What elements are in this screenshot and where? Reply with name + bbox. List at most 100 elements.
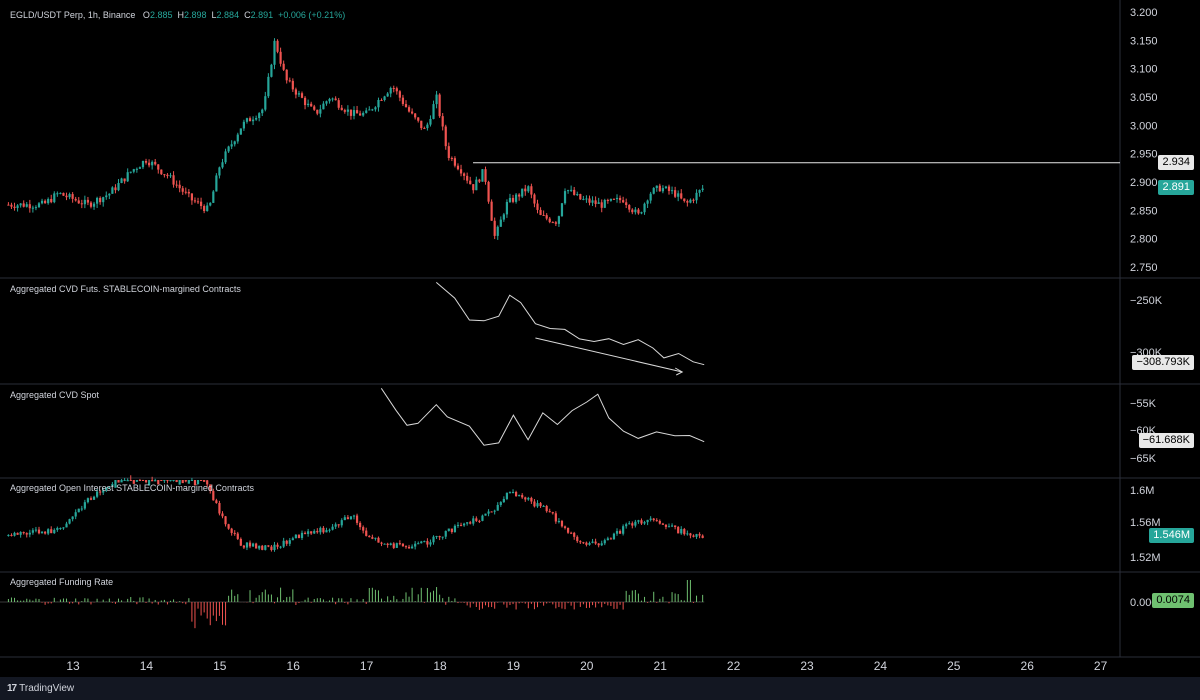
oi-body — [71, 516, 74, 520]
oi-body — [294, 534, 297, 539]
candle-body — [533, 194, 536, 204]
oi-body — [154, 480, 157, 482]
oi-body — [359, 522, 362, 528]
candle-body — [563, 191, 567, 204]
candle-body — [59, 192, 62, 194]
candle-body — [493, 220, 496, 236]
candle-body — [264, 96, 267, 110]
oi-body — [637, 520, 640, 522]
candle-body — [313, 106, 316, 110]
candle-body — [267, 76, 270, 97]
oi-body — [450, 528, 453, 533]
oi-body — [19, 532, 22, 535]
candle-body — [404, 104, 408, 108]
candle-body — [273, 40, 276, 65]
date-tick-label: 14 — [140, 659, 154, 673]
oi-body — [218, 502, 221, 514]
oi-body — [618, 531, 622, 534]
pane-title-cvd-spot[interactable]: Aggregated CVD Spot — [10, 390, 100, 400]
candle-body — [319, 109, 322, 114]
oi-body — [74, 512, 77, 517]
symbol-label[interactable]: EGLD/USDT Perp, 1h, Binance — [10, 10, 136, 20]
candle-body — [236, 134, 239, 142]
oi-body — [548, 511, 551, 513]
oi-body — [206, 480, 209, 485]
candle-body — [658, 185, 661, 192]
cvd-spot-tick-label: −65K — [1130, 453, 1157, 465]
candle-body — [429, 118, 432, 125]
low-label: L — [211, 10, 217, 20]
pane-title-open-interest[interactable]: Aggregated Open Interest STABLECOIN-marg… — [10, 483, 254, 493]
oi-body — [53, 529, 56, 534]
candle-body — [270, 64, 273, 77]
oi-body — [677, 527, 680, 534]
candle-body — [594, 200, 597, 204]
candle-body — [622, 200, 625, 203]
oi-body — [469, 522, 472, 524]
oi-body — [251, 543, 255, 547]
high-label: H — [177, 10, 184, 20]
open-label: O — [142, 10, 150, 20]
candle-body — [649, 193, 652, 201]
oi-body — [490, 511, 493, 513]
candle-body — [664, 186, 668, 189]
oi-body — [383, 543, 386, 545]
candle-body — [343, 110, 346, 112]
candle-body — [242, 121, 245, 129]
oi-body — [628, 523, 631, 525]
oi-body — [181, 480, 184, 484]
candle-body — [484, 169, 487, 182]
oi-body — [386, 543, 389, 546]
oi-body — [689, 533, 692, 536]
oi-body — [255, 543, 258, 549]
candle-body — [92, 203, 96, 207]
candle-body — [597, 202, 600, 204]
candle-body — [591, 200, 594, 203]
candle-body — [683, 198, 686, 202]
price-tick-label: 2.750 — [1130, 262, 1158, 274]
oi-body — [199, 480, 203, 481]
candle-body — [667, 186, 671, 191]
oi-body — [322, 527, 325, 533]
candle-body — [603, 199, 606, 208]
oi-body — [686, 533, 689, 535]
oi-body — [40, 531, 44, 534]
oi-body — [264, 545, 267, 550]
oi-body — [144, 480, 148, 483]
candle-body — [466, 175, 469, 181]
oi-body — [417, 543, 420, 545]
oi-body — [701, 535, 704, 538]
candle-body — [288, 80, 291, 82]
tradingview-brand[interactable]: 17 TradingView — [7, 683, 74, 694]
trading-chart[interactable]: 3.200 3.150 3.100 3.050 3.000 2.950 2.900 2.850… — [0, 0, 1200, 677]
oi-body — [612, 533, 616, 540]
oi-body — [313, 530, 316, 534]
candle-body — [438, 94, 441, 117]
oi-body — [622, 526, 625, 534]
candle-body — [206, 205, 209, 212]
oi-body — [340, 520, 343, 526]
oi-body — [377, 537, 380, 543]
oi-body — [160, 480, 163, 481]
pane-title-cvd-futs[interactable]: Aggregated CVD Futs. STABLECOIN-margined… — [10, 284, 241, 294]
date-tick-label: 17 — [360, 659, 374, 673]
oi-body — [698, 534, 701, 536]
oi-body — [533, 501, 536, 507]
oi-body — [609, 538, 612, 540]
candle-body — [10, 204, 13, 207]
candle-body — [19, 203, 22, 206]
oi-body — [25, 533, 28, 535]
oi-body — [80, 508, 83, 510]
candle-body — [557, 216, 561, 224]
candle-body — [475, 179, 478, 191]
date-tick-label: 25 — [947, 659, 961, 673]
oi-body — [77, 508, 80, 513]
pane-title-funding[interactable]: Aggregated Funding Rate — [10, 577, 114, 587]
candle-body — [7, 204, 10, 206]
candle-body — [285, 69, 288, 81]
candle-body — [199, 201, 203, 207]
candle-body — [50, 199, 53, 203]
candle-body — [297, 93, 301, 95]
candle-body — [120, 178, 123, 183]
oi-body — [245, 542, 249, 548]
